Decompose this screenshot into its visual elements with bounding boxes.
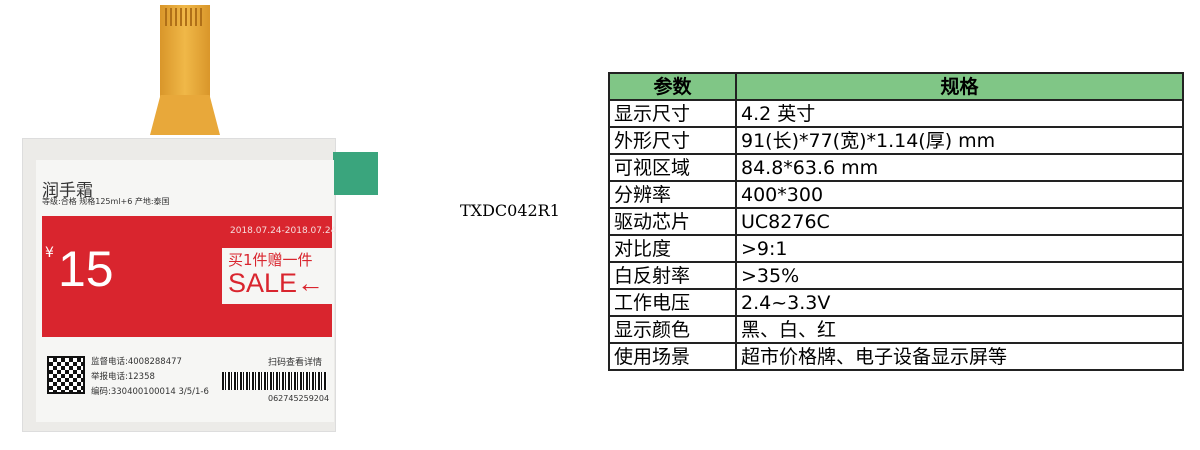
- product-info: 等级:合格 规格125ml+6 产地:泰国: [42, 197, 170, 206]
- param-name: 显示颜色: [608, 315, 737, 344]
- fpc-cable-base: [150, 95, 220, 135]
- date-range: 2018.07.24-2018.07.24: [230, 226, 337, 236]
- spec-value: 黑、白、红: [735, 315, 1184, 344]
- spec-value: 400*300: [735, 180, 1184, 209]
- param-name: 外形尺寸: [608, 126, 737, 155]
- table-row: 白反射率 >35%: [608, 261, 1184, 290]
- sale-text: SALE←: [228, 268, 325, 298]
- spec-value: 2.4~3.3V: [735, 288, 1184, 317]
- protective-film-tab: [333, 152, 378, 195]
- barcode-number: 062745259204: [268, 394, 330, 403]
- param-name: 对比度: [608, 234, 737, 263]
- param-name: 使用场景: [608, 342, 737, 371]
- param-name: 驱动芯片: [608, 207, 737, 236]
- barcode: [222, 372, 327, 390]
- supervision-phone: 监督电话:4008288477: [91, 357, 182, 367]
- param-name: 白反射率: [608, 261, 737, 290]
- product-code: 编码:330400100014 3/5/1-6: [91, 387, 209, 397]
- table-row: 可视区域 84.8*63.6 mm: [608, 153, 1184, 182]
- table-row: 对比度 >9:1: [608, 234, 1184, 263]
- promo-text: 买1件赠一件: [228, 251, 313, 269]
- header-spec: 规格: [735, 72, 1184, 101]
- table-row: 显示颜色 黑、白、红: [608, 315, 1184, 344]
- table-header-row: 参数 规格: [608, 72, 1184, 101]
- spec-table: 参数 规格 显示尺寸 4.2 英寸 外形尺寸 91(长)*77(宽)*1.14(厚) …: [608, 72, 1184, 371]
- product-name: 润手霜: [42, 181, 93, 201]
- spec-value: >9:1: [735, 234, 1184, 263]
- spec-value: 4.2 英寸: [735, 99, 1184, 128]
- table-row: 工作电压 2.4~3.3V: [608, 288, 1184, 317]
- param-name: 显示尺寸: [608, 99, 737, 128]
- param-name: 可视区域: [608, 153, 737, 182]
- param-name: 分辨率: [608, 180, 737, 209]
- spec-value: UC8276C: [735, 207, 1184, 236]
- table-row: 驱动芯片 UC8276C: [608, 207, 1184, 236]
- price: 15: [58, 241, 114, 297]
- fpc-contacts: [165, 8, 205, 26]
- spec-value: 84.8*63.6 mm: [735, 153, 1184, 182]
- model-number: TXDC042R1: [460, 201, 560, 220]
- table-row: 显示尺寸 4.2 英寸: [608, 99, 1184, 128]
- table-row: 使用场景 超市价格牌、电子设备显示屏等: [608, 342, 1184, 371]
- currency-symbol: ¥: [45, 245, 54, 261]
- scan-hint: 扫码查看详情: [268, 358, 323, 368]
- param-name: 工作电压: [608, 288, 737, 317]
- header-param: 参数: [608, 72, 737, 101]
- table-row: 外形尺寸 91(长)*77(宽)*1.14(厚) mm: [608, 126, 1184, 155]
- report-phone: 举报电话:12358: [91, 372, 155, 382]
- spec-value: 超市价格牌、电子设备显示屏等: [735, 342, 1184, 371]
- qr-code: [47, 356, 85, 394]
- table-row: 分辨率 400*300: [608, 180, 1184, 209]
- sale-box: [222, 248, 332, 304]
- spec-value: 91(长)*77(宽)*1.14(厚) mm: [735, 126, 1184, 155]
- spec-value: >35%: [735, 261, 1184, 290]
